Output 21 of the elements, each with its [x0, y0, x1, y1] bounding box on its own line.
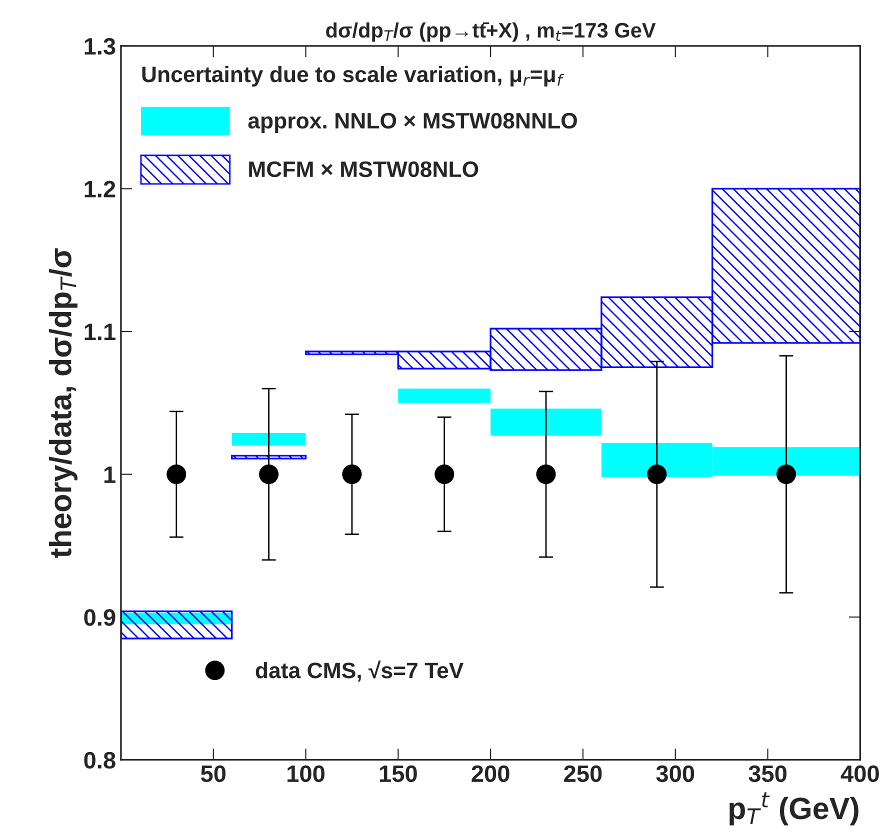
x-axis-title: p$_{T}$$^{t}$ (GeV)	[730, 792, 858, 826]
x-tick-label: 250	[564, 765, 602, 782]
chart-title: dσ/dp$_{T}$/σ (pp→tt̄+X) , m$_{t}$=173 GeV	[326, 22, 656, 42]
x-tick-label: 50	[200, 765, 226, 782]
legend-title: Uncertainty due to scale variation, μ$_{r}$=μ$_{f}$	[142, 66, 564, 87]
y-tick-label: 0.8	[84, 752, 116, 769]
y-axis-title: theory/data, dσ/dp$_{T}$/σ	[49, 248, 78, 558]
x-tick-label: 350	[748, 765, 786, 782]
y-tick-label: 0.9	[84, 609, 116, 626]
legend-label: data CMS, √s=7 TeV	[256, 660, 464, 682]
x-tick-label: 150	[380, 765, 417, 782]
x-tick-label: 300	[656, 765, 694, 782]
legend-label: MCFM × MSTW08NLO	[249, 161, 478, 178]
y-tick-label: 1.1	[84, 324, 116, 340]
x-tick-label: 400	[840, 765, 879, 782]
x-tick-label: 200	[472, 765, 510, 782]
x-tick-label: 100	[288, 765, 324, 782]
y-tick-label: 1.3	[84, 38, 116, 55]
y-tick-label: 1.2	[84, 180, 116, 198]
legend-label: approx. NNLO × MSTW08NNLO	[248, 112, 577, 133]
y-tick-label: 1	[104, 466, 116, 483]
